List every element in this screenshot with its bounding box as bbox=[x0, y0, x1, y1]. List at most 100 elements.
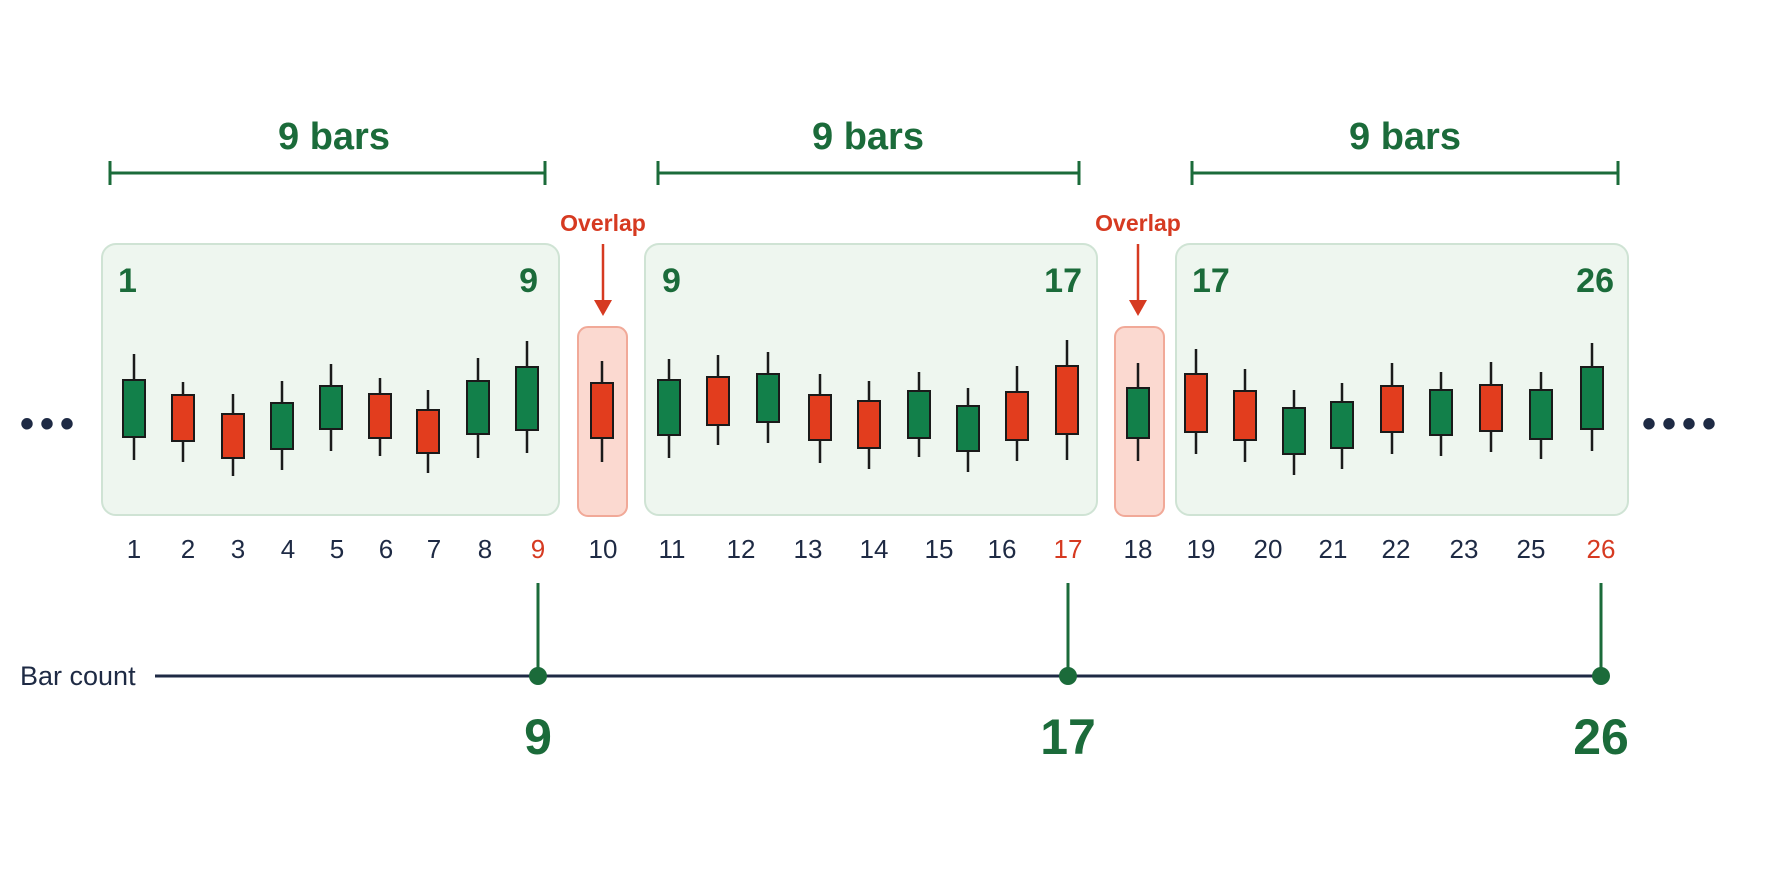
candle-body bbox=[1479, 384, 1503, 432]
candle-6 bbox=[368, 378, 392, 456]
bar-number-17: 17 bbox=[1054, 534, 1083, 564]
candle-29 bbox=[1580, 343, 1604, 451]
bar-number-18: 18 bbox=[1124, 534, 1153, 564]
group-2-end: 17 bbox=[1044, 262, 1082, 300]
count-17: 17 bbox=[1040, 709, 1096, 765]
bar-number-4: 4 bbox=[281, 534, 295, 564]
bar-number-14: 14 bbox=[860, 534, 889, 564]
candle-4 bbox=[270, 381, 294, 470]
candle-27 bbox=[1479, 362, 1503, 452]
bar-number-6: 6 bbox=[379, 534, 393, 564]
overlap-label-2: Overlap bbox=[1095, 210, 1181, 236]
bar-number-16: 16 bbox=[988, 534, 1017, 564]
ellipsis-left: ••• bbox=[20, 402, 80, 446]
bracket-3 bbox=[1190, 161, 1620, 185]
candle-body bbox=[1055, 365, 1079, 435]
overlap-arrow-1 bbox=[594, 244, 612, 316]
candle-20 bbox=[1126, 363, 1150, 461]
candle-body bbox=[416, 409, 440, 454]
candle-17 bbox=[956, 388, 980, 472]
candle-body bbox=[590, 382, 614, 439]
overlap-label-1: Overlap bbox=[560, 210, 646, 236]
candle-13 bbox=[756, 352, 780, 443]
bar-number-7: 7 bbox=[427, 534, 441, 564]
candle-7 bbox=[416, 390, 440, 473]
candle-body bbox=[1126, 387, 1150, 439]
candle-19 bbox=[1055, 340, 1079, 460]
bar-number-22: 22 bbox=[1382, 534, 1411, 564]
count-26: 26 bbox=[1573, 709, 1629, 765]
candle-11 bbox=[657, 359, 681, 458]
candle-18 bbox=[1005, 366, 1029, 461]
count-9: 9 bbox=[524, 709, 552, 765]
candle-16 bbox=[907, 372, 931, 457]
bar-number-21: 21 bbox=[1319, 534, 1348, 564]
candle-body bbox=[122, 379, 146, 438]
candle-25 bbox=[1380, 363, 1404, 454]
candle-body bbox=[956, 405, 980, 452]
candle-15 bbox=[857, 381, 881, 469]
ellipsis-right: •••• bbox=[1642, 402, 1722, 446]
candle-body bbox=[657, 379, 681, 436]
group-1-start: 1 bbox=[118, 262, 137, 300]
marker-9 bbox=[529, 583, 547, 685]
candle-body bbox=[1529, 389, 1553, 440]
candle-10 bbox=[590, 361, 614, 462]
group-2-start: 9 bbox=[662, 262, 681, 300]
group-3-end: 26 bbox=[1576, 262, 1614, 300]
group-3-start: 17 bbox=[1192, 262, 1230, 300]
bar-number-2: 2 bbox=[181, 534, 195, 564]
candles-layer bbox=[122, 340, 1604, 476]
bar-number-13: 13 bbox=[794, 534, 823, 564]
candle-21 bbox=[1184, 349, 1208, 454]
candle-body bbox=[1429, 389, 1453, 436]
candle-body bbox=[857, 400, 881, 449]
candle-body bbox=[1380, 385, 1404, 433]
candle-8 bbox=[466, 358, 490, 458]
candle-9 bbox=[515, 341, 539, 453]
bar-number-26: 26 bbox=[1587, 534, 1616, 564]
candle-body bbox=[319, 385, 343, 430]
candle-body bbox=[1005, 391, 1029, 441]
candle-body bbox=[171, 394, 195, 442]
candle-14 bbox=[808, 374, 832, 463]
bracket-label-2: 9 bars bbox=[812, 116, 924, 158]
group-panel-2 bbox=[644, 243, 1098, 516]
candle-body bbox=[1184, 373, 1208, 433]
candle-1 bbox=[122, 354, 146, 460]
bar-number-5: 5 bbox=[330, 534, 344, 564]
bracket-1 bbox=[108, 161, 547, 185]
bar-numbers-layer: 1 2 3 4 5 6 7 8 9 10 11 12 13 14 15 16 17 18 19 20 21 22 23 25 2… bbox=[127, 534, 1616, 564]
candle-body bbox=[706, 376, 730, 426]
overlap-arrow-2 bbox=[1129, 244, 1147, 316]
candle-2 bbox=[171, 382, 195, 462]
bracket-label-3: 9 bars bbox=[1349, 116, 1461, 158]
candle-body bbox=[368, 393, 392, 439]
candle-body bbox=[1580, 366, 1604, 430]
bar-number-20: 20 bbox=[1254, 534, 1283, 564]
candle-body bbox=[1330, 401, 1354, 449]
timeline-label: Bar count bbox=[20, 661, 136, 691]
group-1-end: 9 bbox=[519, 262, 538, 300]
candle-26 bbox=[1429, 372, 1453, 456]
candle-22 bbox=[1233, 369, 1257, 462]
bar-number-12: 12 bbox=[727, 534, 756, 564]
candle-5 bbox=[319, 364, 343, 451]
candle-24 bbox=[1330, 383, 1354, 469]
candle-body bbox=[1233, 390, 1257, 441]
bracket-2 bbox=[656, 161, 1081, 185]
bar-number-1: 1 bbox=[127, 534, 141, 564]
candle-body bbox=[1282, 407, 1306, 455]
bar-number-23: 23 bbox=[1450, 534, 1479, 564]
bracket-label-1: 9 bars bbox=[278, 116, 390, 158]
candle-body bbox=[515, 366, 539, 431]
candle-3 bbox=[221, 394, 245, 476]
marker-26 bbox=[1592, 583, 1610, 685]
candle-body bbox=[808, 394, 832, 441]
candle-23 bbox=[1282, 390, 1306, 475]
candle-body bbox=[221, 413, 245, 459]
bar-number-11: 11 bbox=[659, 534, 686, 564]
bar-number-25: 25 bbox=[1517, 534, 1546, 564]
candle-body bbox=[907, 390, 931, 439]
